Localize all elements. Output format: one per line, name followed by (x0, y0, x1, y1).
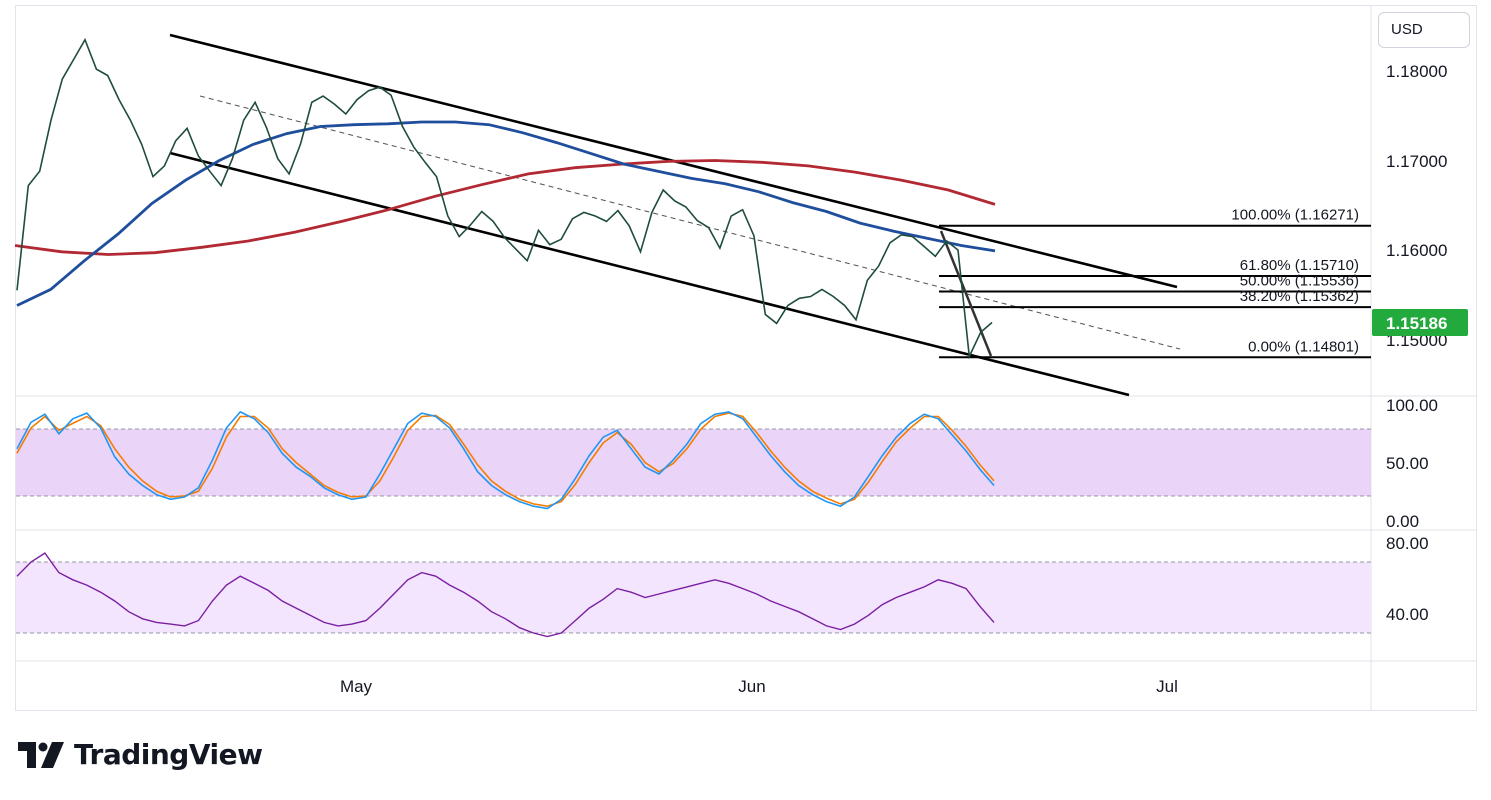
time-label-may: May (340, 677, 373, 696)
stoch-d-line (16, 412, 995, 508)
brand-name: TradingView (74, 738, 263, 771)
stoch-tick: 50.00 (1386, 454, 1429, 473)
fib-level-label: 100.00% (1.16271) (1231, 207, 1359, 224)
ma50-line (16, 120, 996, 307)
fib-level-label: 38.20% (1.15362) (1240, 288, 1359, 305)
price-tick: 1.17000 (1386, 152, 1447, 171)
brand-logo: TradingView (18, 738, 263, 771)
ma200-line (14, 159, 996, 256)
channel-midline (199, 95, 1181, 350)
rsi-line (16, 552, 995, 638)
fib-level-label: 50.00% (1.15536) (1240, 273, 1359, 290)
price-axis[interactable]: 1.18000 1.17000 1.16000 1.15000 (1386, 62, 1447, 350)
rsi-band (16, 562, 1371, 633)
stoch-tick: 100.00 (1386, 396, 1438, 415)
time-label-jul: Jul (1156, 677, 1178, 696)
currency-selector[interactable]: USD (1378, 12, 1470, 48)
price-tick: 1.18000 (1386, 62, 1447, 81)
fibonacci-retracement[interactable]: 100.00% (1.16271) 61.80% (1.15710)50.00% … (939, 207, 1371, 359)
rsi-axis[interactable]: 80.00 40.00 (1386, 534, 1429, 624)
fib-trend-line[interactable] (939, 230, 993, 357)
stoch-k-line (16, 410, 995, 510)
tradingview-logo-icon (18, 741, 64, 768)
descending-channel[interactable] (169, 33, 1178, 397)
price-line (16, 37, 993, 360)
last-price-tag: 1.15186 (1372, 309, 1468, 336)
stoch-axis[interactable]: 100.00 50.00 0.00 (1386, 396, 1438, 531)
time-axis[interactable]: May Jun Jul (340, 677, 1178, 696)
last-price-label: 1.15186 (1386, 314, 1447, 333)
time-label-jun: Jun (738, 677, 765, 696)
price-tick: 1.16000 (1386, 241, 1447, 260)
fib-level-label: 0.00% (1.14801) (1248, 338, 1359, 355)
rsi-tick: 40.00 (1386, 605, 1429, 624)
chart-frame (15, 5, 1477, 711)
rsi-tick: 80.00 (1386, 534, 1429, 553)
stoch-tick: 0.00 (1386, 512, 1419, 531)
fib-level-label: 61.80% (1.15710) (1240, 257, 1359, 274)
channel-lower-line (169, 151, 1130, 397)
